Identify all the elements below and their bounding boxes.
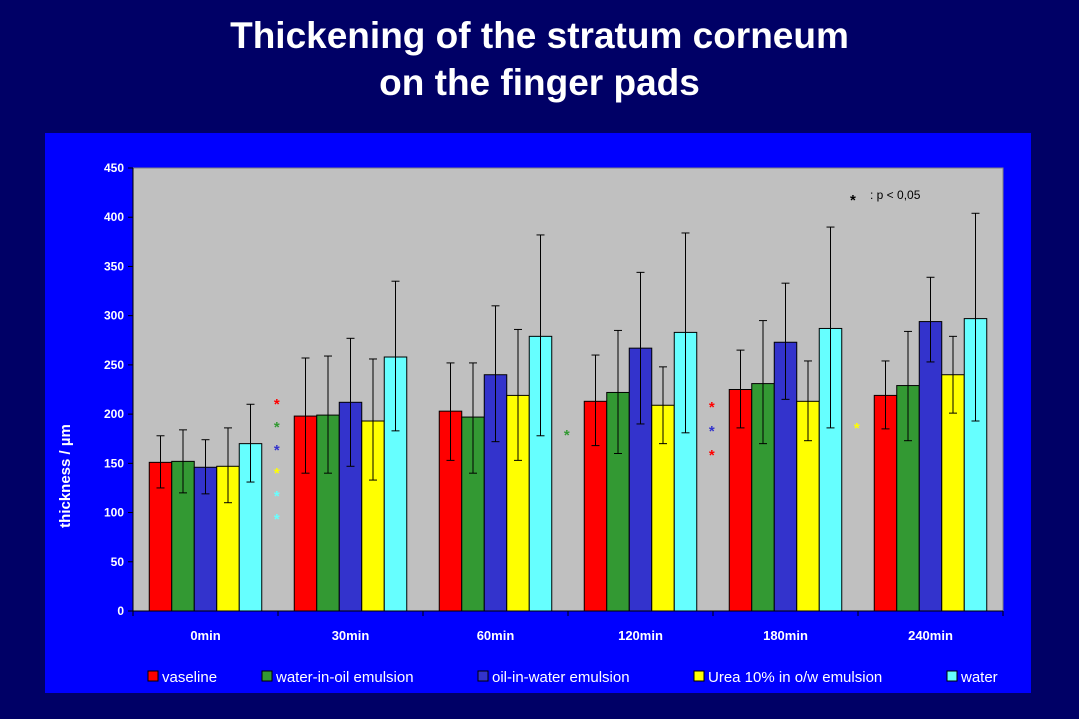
y-tick-label: 200	[104, 407, 124, 421]
y-tick-label: 350	[104, 259, 124, 273]
significance-markers: * * * * * * * * * * *	[274, 396, 860, 528]
legend-swatch	[946, 670, 958, 682]
significance-note: * : p < 0,05	[850, 188, 921, 209]
legend-label: water-in-oil emulsion	[275, 669, 414, 686]
title-line-2: on the finger pads	[379, 62, 700, 103]
x-tick-label: 180min	[763, 628, 808, 643]
y-axis-label: thickness / µm	[57, 424, 74, 528]
significance-asterisk: *	[274, 442, 280, 459]
y-tick-label: 50	[111, 555, 125, 569]
y-tick-label: 100	[104, 506, 124, 520]
x-tick-label: 30min	[332, 628, 370, 643]
y-tick-label: 150	[104, 456, 124, 470]
y-tick-label: 250	[104, 358, 124, 372]
y-tick-label: 450	[104, 161, 124, 175]
significance-asterisk: *	[709, 399, 715, 416]
significance-asterisk: *	[709, 423, 715, 440]
significance-asterisk: *	[274, 511, 280, 528]
x-tick-label: 0min	[190, 628, 220, 643]
legend-swatch	[261, 670, 273, 682]
significance-asterisk: *	[274, 488, 280, 505]
y-tick-label: 0	[117, 604, 124, 618]
x-tick-label: 60min	[477, 628, 515, 643]
error-bars	[156, 212, 980, 504]
x-axis: 0min 30min 60min 120min 180min 240min	[132, 610, 1004, 643]
y-tick-label: 300	[104, 309, 124, 323]
bar	[918, 321, 943, 612]
legend-label: water	[960, 669, 998, 686]
plot-area	[132, 167, 1004, 612]
significance-asterisk: *	[564, 427, 570, 444]
title-line-1: Thickening of the stratum corneum	[230, 15, 849, 56]
legend-label: vaseline	[162, 669, 217, 686]
legend-label: Urea 10% in o/w emulsion	[708, 669, 882, 686]
y-tick-label: 400	[104, 210, 124, 224]
legend-swatch	[477, 670, 489, 682]
x-tick-label: 240min	[908, 628, 953, 643]
significance-asterisk: *	[274, 419, 280, 436]
slide-title: Thickening of the stratum corneum on the…	[0, 12, 1079, 106]
x-tick-label: 120min	[618, 628, 663, 643]
legend-label: oil-in-water emulsion	[492, 669, 630, 686]
y-axis: 0 50 100 150 200 250 300 350 400 450	[104, 161, 134, 618]
legend-swatch	[147, 670, 159, 682]
bars	[148, 318, 988, 612]
significance-note-symbol: *	[850, 192, 856, 209]
significance-asterisk: *	[274, 396, 280, 413]
legend-swatch	[693, 670, 705, 682]
significance-asterisk: *	[854, 420, 860, 437]
significance-note-text: : p < 0,05	[870, 188, 921, 202]
legend: vaseline water-in-oil emulsion oil-in-wate…	[147, 669, 998, 686]
significance-asterisk: *	[274, 465, 280, 482]
significance-asterisk: *	[709, 447, 715, 464]
